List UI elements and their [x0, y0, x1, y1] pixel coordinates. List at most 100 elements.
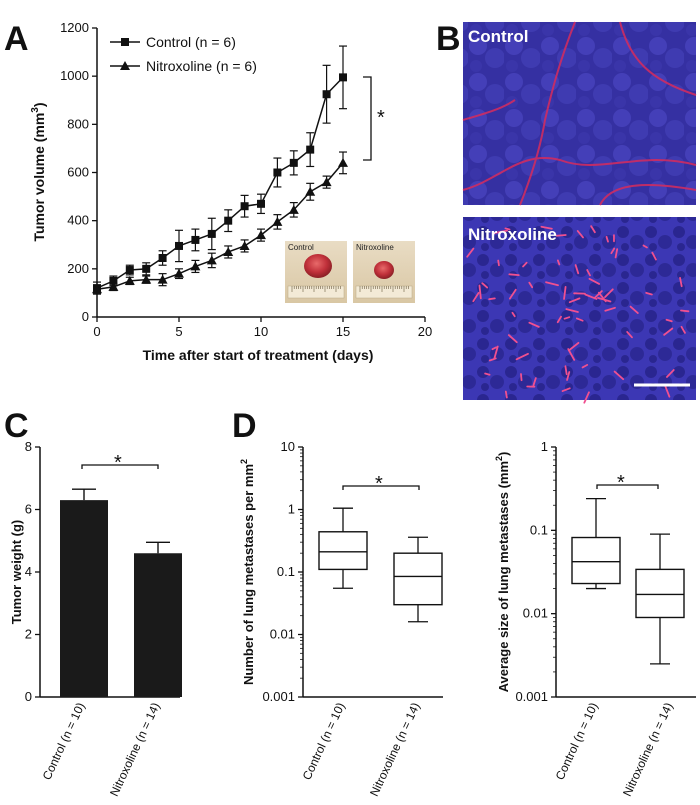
bars [60, 488, 182, 697]
vessel-fragment [567, 341, 580, 352]
y-tick-label: 1000 [60, 68, 89, 83]
data-point-triangle [239, 240, 250, 250]
y-tick-label: 400 [67, 213, 89, 228]
vessel-fragment [593, 290, 603, 299]
vessel-fragment [563, 316, 571, 320]
vessel-fragment [515, 352, 529, 361]
vessel-fragment [568, 297, 581, 304]
data-point-square [125, 266, 134, 275]
vessel-fragment [575, 317, 584, 322]
data-point-square [339, 73, 347, 82]
tumor-volume-chart: 0 200 400 600 800 1000 1200 0 5 10 15 20 Time afte… [30, 20, 432, 363]
vessel-fragment [493, 345, 499, 360]
data-point-triangle [141, 274, 152, 284]
vessel-fragment [574, 264, 580, 275]
data-point-square [240, 202, 249, 211]
significance-star-d2: * [617, 472, 625, 494]
y-ticks: 0 2 4 6 8 [25, 439, 40, 704]
vessel-fragment [563, 285, 567, 300]
y-axis-label: Tumor volume (mm3) [30, 102, 47, 241]
category-label-nitroxoline: Nitroxoline (n = 14) [107, 700, 163, 798]
nitroxoline-micrograph [463, 217, 696, 400]
y-tick-label: 2 [25, 627, 32, 642]
y-tick-label: 10 [281, 439, 295, 454]
vessel-fragment [466, 247, 475, 258]
control-tumor-image [304, 254, 332, 278]
vessel-fragment [540, 225, 553, 230]
significance-bracket [81, 464, 159, 469]
vessel-fragment [584, 293, 598, 300]
y-axis-label: Number of lung metastases per mm2 [239, 459, 256, 685]
series-group [92, 45, 348, 295]
vessel-fragment [509, 288, 517, 300]
vessel-fragment [666, 369, 675, 378]
y-tick-label: 6 [25, 502, 32, 517]
significance-star-c: * [114, 452, 122, 474]
y-tick-label: 0.01 [270, 627, 295, 642]
vessel-fragment [665, 318, 673, 323]
significance-bracket [596, 484, 659, 489]
vessel-fragment [663, 384, 671, 398]
vessel-fragment [586, 269, 591, 277]
x-tick-label: 0 [93, 324, 100, 339]
vessel-fragment [610, 247, 616, 255]
vessel-fragment [493, 229, 509, 234]
vessel-fragment [613, 370, 625, 381]
micrograph-label-control: Control [468, 27, 528, 46]
vessel-fragment [583, 391, 590, 404]
legend: Control (n = 6) Nitroxoline (n = 6) [110, 34, 257, 74]
vessel-fragment [645, 291, 653, 296]
data-point-triangle [321, 177, 332, 187]
tumor-photo-inset: Control Nitroxoline [285, 241, 415, 303]
data-point-triangle [305, 186, 316, 196]
vessel-fragment [663, 327, 674, 336]
y-axis-label: Tumor weight (g) [9, 520, 24, 624]
vessel-fragment [629, 305, 639, 314]
micrograph-label-nitroxoline: Nitroxoline [468, 225, 557, 244]
data-point-triangle [338, 157, 348, 167]
significance-bracket [363, 76, 372, 161]
tumor-weight-chart: 0 2 4 6 8 Tumor weight (g) * Control (n = 10… [9, 439, 182, 798]
vessel-fragment [504, 390, 508, 399]
y-ticks: 0 200 400 600 800 1000 1200 [60, 20, 97, 324]
photo-label-nitroxoline: Nitroxoline [356, 243, 394, 252]
y-tick-label: 1200 [60, 20, 89, 35]
vessel-fragment [614, 248, 619, 259]
data-point-square [109, 276, 118, 285]
y-tick-label: 0 [82, 309, 89, 324]
data-point-square [257, 199, 265, 208]
legend-square-marker [121, 38, 129, 46]
vessel-fragment [508, 273, 520, 277]
panel-letter-d: D [232, 407, 257, 445]
data-point-square [289, 158, 298, 167]
data-point-triangle [190, 261, 201, 271]
category-label-control: Control (n = 10) [553, 700, 601, 782]
data-point-square [224, 216, 233, 225]
panel-letter-a: A [4, 20, 29, 58]
data-point-square [273, 168, 282, 177]
data-point-triangle [174, 268, 184, 278]
microscopy-panel: Control Nitroxoline [462, 21, 697, 404]
x-ticks: 0 5 10 15 20 [93, 317, 432, 339]
y-tick-label: 800 [67, 116, 89, 131]
vessel-fragment [605, 235, 609, 243]
vessel-fragment [561, 387, 571, 392]
legend-label-control: Control (n = 6) [146, 34, 236, 50]
vessel-fragment [555, 234, 567, 237]
data-point-square [191, 235, 200, 244]
data-point-triangle [108, 281, 119, 291]
vessel-fragment [528, 321, 540, 328]
vessel-fragment [481, 282, 489, 289]
vessel-fragment [491, 346, 498, 351]
y-tick-label: 0 [25, 689, 32, 704]
metastasis-size-chart: 0.001 0.01 0.1 1 Average size of lung metas… [494, 439, 696, 798]
series-line-control [96, 76, 344, 289]
vessel-fragment [478, 284, 482, 300]
control-micrograph [463, 22, 696, 205]
vessel-fragment [488, 297, 496, 301]
vessel-fragment [588, 277, 601, 285]
vessel-fragment [590, 225, 596, 234]
data-point-square [175, 241, 183, 250]
data-point-triangle [92, 284, 102, 294]
